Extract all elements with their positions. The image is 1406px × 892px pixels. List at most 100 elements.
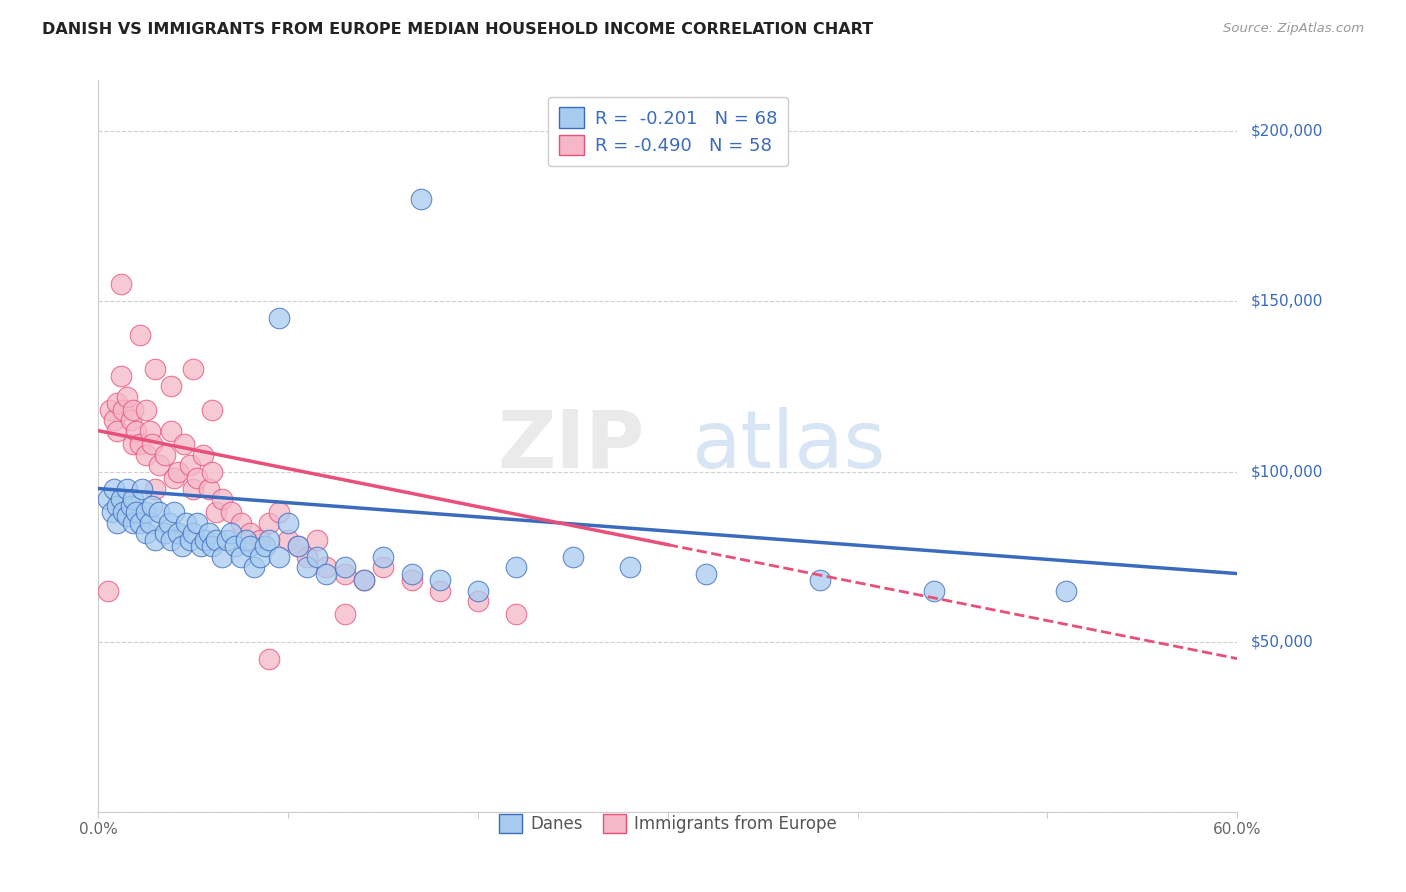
Point [170, 540, 193, 554]
Point [287, 540, 309, 554]
Point [135, 448, 157, 462]
Point [129, 437, 152, 451]
Point [141, 499, 163, 513]
Point [115, 482, 138, 496]
Point [217, 533, 239, 547]
Point [163, 471, 186, 485]
Point [148, 505, 170, 519]
Point [145, 533, 167, 547]
Point [371, 549, 394, 564]
Text: $200,000: $200,000 [1251, 124, 1323, 139]
Point [467, 583, 489, 598]
Point [297, 549, 319, 564]
Point [125, 505, 148, 519]
Text: $150,000: $150,000 [1251, 293, 1323, 309]
Point [194, 533, 217, 547]
Point [235, 533, 257, 547]
Point [429, 583, 451, 598]
Point [138, 424, 160, 438]
Point [107, 499, 129, 513]
Point [254, 540, 277, 554]
Point [353, 574, 375, 588]
Point [243, 559, 266, 574]
Point [371, 559, 394, 574]
Point [297, 559, 319, 574]
Point [190, 540, 212, 554]
Point [411, 192, 433, 206]
Point [125, 424, 148, 438]
Point [221, 505, 243, 519]
Point [135, 403, 157, 417]
Point [100, 505, 122, 519]
Point [121, 437, 143, 451]
Point [107, 516, 129, 530]
Text: Source: ZipAtlas.com: Source: ZipAtlas.com [1223, 22, 1364, 36]
Point [103, 482, 125, 496]
Text: atlas: atlas [690, 407, 884, 485]
Point [120, 499, 142, 513]
Point [277, 516, 299, 530]
Point [131, 482, 153, 496]
Point [159, 379, 181, 393]
Point [121, 403, 143, 417]
Point [167, 525, 190, 540]
Point [115, 508, 138, 523]
Point [335, 566, 357, 581]
Point [121, 516, 143, 530]
Point [103, 413, 125, 427]
Point [505, 607, 527, 622]
Point [205, 505, 228, 519]
Point [259, 651, 281, 665]
Point [429, 574, 451, 588]
Point [174, 516, 197, 530]
Point [167, 465, 190, 479]
Point [267, 311, 290, 326]
Point [183, 482, 205, 496]
Point [277, 533, 299, 547]
Point [107, 424, 129, 438]
Point [335, 607, 357, 622]
Point [201, 403, 224, 417]
Point [138, 516, 160, 530]
Point [191, 448, 214, 462]
Point [505, 559, 527, 574]
Point [239, 540, 262, 554]
Point [97, 491, 120, 506]
Point [197, 482, 219, 496]
Point [153, 448, 176, 462]
Point [211, 549, 233, 564]
Point [183, 362, 205, 376]
Point [153, 525, 176, 540]
Point [141, 437, 163, 451]
Point [112, 403, 135, 417]
Point [107, 396, 129, 410]
Point [467, 594, 489, 608]
Point [183, 525, 205, 540]
Point [110, 491, 132, 506]
Point [562, 549, 585, 564]
Point [163, 505, 186, 519]
Point [148, 458, 170, 472]
Point [135, 505, 157, 519]
Point [619, 559, 641, 574]
Point [239, 525, 262, 540]
Point [922, 583, 945, 598]
Point [287, 540, 309, 554]
Point [1056, 583, 1078, 598]
Point [259, 533, 281, 547]
Text: DANISH VS IMMIGRANTS FROM EUROPE MEDIAN HOUSEHOLD INCOME CORRELATION CHART: DANISH VS IMMIGRANTS FROM EUROPE MEDIAN … [42, 22, 873, 37]
Point [201, 465, 224, 479]
Point [97, 583, 120, 598]
Point [315, 566, 337, 581]
Point [110, 277, 132, 292]
Point [145, 482, 167, 496]
Point [98, 403, 121, 417]
Point [145, 362, 167, 376]
Legend: Danes, Immigrants from Europe: Danes, Immigrants from Europe [492, 807, 844, 840]
Point [205, 533, 228, 547]
Point [179, 533, 201, 547]
Point [186, 471, 208, 485]
Point [259, 516, 281, 530]
Point [221, 525, 243, 540]
Text: ZIP: ZIP [498, 407, 645, 485]
